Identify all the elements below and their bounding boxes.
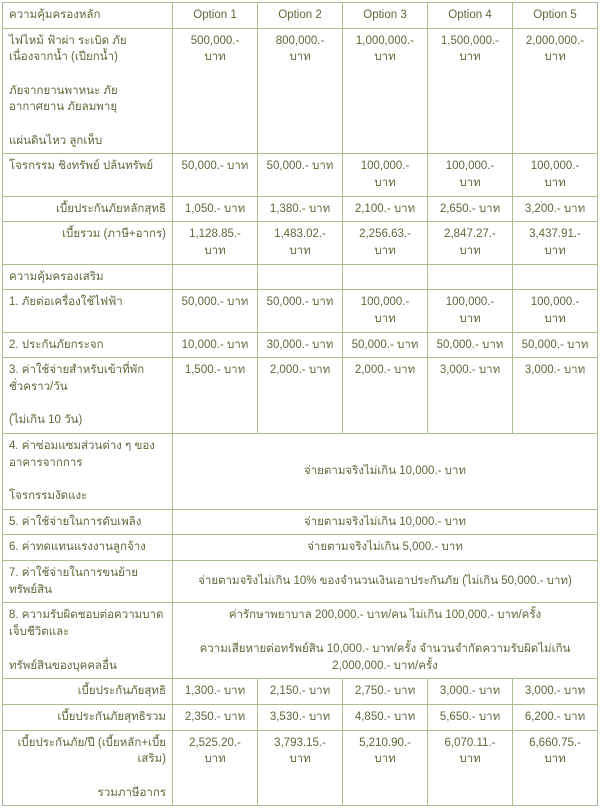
header-opt2: Option 2	[258, 3, 343, 29]
cell-value: 50,000.- บาท	[258, 290, 343, 332]
row-theft: โจรกรรม ชิงทรัพย์ ปล้นทรัพย์ 50,000.- บา…	[3, 154, 598, 196]
cell-value: 1,000,000.- บาท	[343, 28, 428, 154]
row-net2: เบี้ยประกันภัยสุทธิ 1,300.- บาท 2,150.- …	[3, 679, 598, 705]
coverage-table: ความคุ้มครองหลัก Option 1 Option 2 Optio…	[2, 2, 598, 806]
cell-label: เบี้ยประกันภัย/ปี (เบี้ยหลัก+เบี้ยเสริม)…	[3, 730, 173, 806]
cell-value: 4,850.- บาท	[343, 704, 428, 730]
cell-value: 1,300.- บาท	[173, 679, 258, 705]
row-5: 5. ค่าใช้จ่ายในการดับเพลิง จ่ายตามจริงไม…	[3, 509, 598, 535]
cell-label: 1. ภัยต่อเครื่องใช้ไฟฟ้า	[3, 290, 173, 332]
cell-span: จ่ายตามจริงไม่เกิน 10,000.- บาท	[173, 434, 598, 510]
cell-value: 50,000.- บาท	[513, 332, 598, 358]
cell-value: 6,070.11.- บาท	[428, 730, 513, 806]
cell-label: เบี้ยประกันภัยสุทธิ	[3, 679, 173, 705]
cell-label: โจรกรรม ชิงทรัพย์ ปล้นทรัพย์	[3, 154, 173, 196]
cell-span: จ่ายตามจริงไม่เกิน 10,000.- บาท	[173, 509, 598, 535]
cell-span: จ่ายตามจริงไม่เกิน 10% ของจำนวนเงินเอาปร…	[173, 561, 598, 603]
cell-value: 50,000.- บาท	[343, 332, 428, 358]
cell-value: 500,000.- บาท	[173, 28, 258, 154]
cell-value: 100,000.- บาท	[513, 290, 598, 332]
cell-value: 2,150.- บาท	[258, 679, 343, 705]
cell-value: 3,000.- บาท	[513, 679, 598, 705]
row-1: 1. ภัยต่อเครื่องใช้ไฟฟ้า 50,000.- บาท 50…	[3, 290, 598, 332]
cell-value: 50,000.- บาท	[173, 290, 258, 332]
cell-value: 5,650.- บาท	[428, 704, 513, 730]
cell-value: 1,483.02.- บาท	[258, 222, 343, 264]
cell-value: 2,000.- บาท	[343, 358, 428, 434]
cell-label: เบี้ยรวม (ภาษี+อากร)	[3, 222, 173, 264]
cell-label: 4. ค่าซ่อมแซมส่วนต่าง ๆ ของอาคารจากการโจ…	[3, 434, 173, 510]
row-fire: ไฟไหม้ ฟ้าผ่า ระเบิด ภัยเนื่องจากน้ำ (เป…	[3, 28, 598, 154]
cell-value: 100,000.- บาท	[428, 290, 513, 332]
row-total2: เบี้ยประกันภัยสุทธิรวม 2,350.- บาท 3,530…	[3, 704, 598, 730]
cell-value: 2,256.63.- บาท	[343, 222, 428, 264]
header-main: ความคุ้มครองหลัก	[3, 3, 173, 29]
cell-value: 6,660.75.- บาท	[513, 730, 598, 806]
row-4: 4. ค่าซ่อมแซมส่วนต่าง ๆ ของอาคารจากการโจ…	[3, 434, 598, 510]
row-section2: ความคุ้มครองเสริม	[3, 264, 598, 290]
cell-value: 2,100.- บาท	[343, 196, 428, 222]
cell-value: 50,000.- บาท	[258, 154, 343, 196]
row-7: 7. ค่าใช้จ่ายในการขนย้ายทรัพย์สิน จ่ายตา…	[3, 561, 598, 603]
cell-value: 1,380.- บาท	[258, 196, 343, 222]
cell-value: 100,000.- บาท	[513, 154, 598, 196]
cell-value: 3,000.- บาท	[513, 358, 598, 434]
table-header-row: ความคุ้มครองหลัก Option 1 Option 2 Optio…	[3, 3, 598, 29]
cell-value: 1,500,000.- บาท	[428, 28, 513, 154]
cell-span: จ่ายตามจริงไม่เกิน 5,000.- บาท	[173, 535, 598, 561]
cell-label: 8. ความรับผิดชอบต่อความบาดเจ็บชีวิตและทร…	[3, 603, 173, 679]
cell-value: 50,000.- บาท	[428, 332, 513, 358]
row-year: เบี้ยประกันภัย/ปี (เบี้ยหลัก+เบี้ยเสริม)…	[3, 730, 598, 806]
cell-span: ค่ารักษาพยาบาล 200,000.- บาท/คน ไม่เกิน …	[173, 603, 598, 679]
row-6: 6. ค่าทดแทนแรงงานลูกจ้าง จ่ายตามจริงไม่เ…	[3, 535, 598, 561]
cell-value: 1,050.- บาท	[173, 196, 258, 222]
cell-value: 5,210.90.- บาท	[343, 730, 428, 806]
cell-value: 100,000.- บาท	[343, 154, 428, 196]
cell-label: เบี้ยประกันภัยสุทธิรวม	[3, 704, 173, 730]
cell-value: 2,000,000.- บาท	[513, 28, 598, 154]
cell-value: 2,650.- บาท	[428, 196, 513, 222]
header-opt5: Option 5	[513, 3, 598, 29]
cell-value: 3,000.- บาท	[428, 679, 513, 705]
cell-value: 2,847.27.- บาท	[428, 222, 513, 264]
row-2: 2. ประกันภัยกระจก 10,000.- บาท 30,000.- …	[3, 332, 598, 358]
cell-label: 3. ค่าใช้จ่ายสำหรับเข้าที่พักชั่วคราว/วั…	[3, 358, 173, 434]
cell-value: 6,200.- บาท	[513, 704, 598, 730]
cell-value: 2,525.20.- บาท	[173, 730, 258, 806]
cell-label: ไฟไหม้ ฟ้าผ่า ระเบิด ภัยเนื่องจากน้ำ (เป…	[3, 28, 173, 154]
cell-value: 3,000.- บาท	[428, 358, 513, 434]
cell-label: 5. ค่าใช้จ่ายในการดับเพลิง	[3, 509, 173, 535]
cell-value: 1,128.85.- บาท	[173, 222, 258, 264]
cell-value: 3,530.- บาท	[258, 704, 343, 730]
cell-value: 30,000.- บาท	[258, 332, 343, 358]
section-header: ความคุ้มครองเสริม	[3, 264, 173, 290]
cell-value: 3,793.15.- บาท	[258, 730, 343, 806]
cell-value: 800,000.- บาท	[258, 28, 343, 154]
row-8: 8. ความรับผิดชอบต่อความบาดเจ็บชีวิตและทร…	[3, 603, 598, 679]
cell-label: เบี้ยประกันภัยหลักสุทธิ	[3, 196, 173, 222]
cell-value: 1,500.- บาท	[173, 358, 258, 434]
cell-value: 2,350.- บาท	[173, 704, 258, 730]
row-net-main: เบี้ยประกันภัยหลักสุทธิ 1,050.- บาท 1,38…	[3, 196, 598, 222]
header-opt4: Option 4	[428, 3, 513, 29]
cell-label: 6. ค่าทดแทนแรงงานลูกจ้าง	[3, 535, 173, 561]
cell-label: 7. ค่าใช้จ่ายในการขนย้ายทรัพย์สิน	[3, 561, 173, 603]
row-3: 3. ค่าใช้จ่ายสำหรับเข้าที่พักชั่วคราว/วั…	[3, 358, 598, 434]
header-opt3: Option 3	[343, 3, 428, 29]
cell-value: 50,000.- บาท	[173, 154, 258, 196]
cell-value: 3,200.- บาท	[513, 196, 598, 222]
cell-value: 3,437.91.- บาท	[513, 222, 598, 264]
cell-value: 100,000.- บาท	[428, 154, 513, 196]
row-total-tax: เบี้ยรวม (ภาษี+อากร) 1,128.85.- บาท 1,48…	[3, 222, 598, 264]
cell-value: 2,000.- บาท	[258, 358, 343, 434]
cell-value: 2,750.- บาท	[343, 679, 428, 705]
cell-value: 100,000.- บาท	[343, 290, 428, 332]
header-opt1: Option 1	[173, 3, 258, 29]
cell-label: 2. ประกันภัยกระจก	[3, 332, 173, 358]
cell-value: 10,000.- บาท	[173, 332, 258, 358]
